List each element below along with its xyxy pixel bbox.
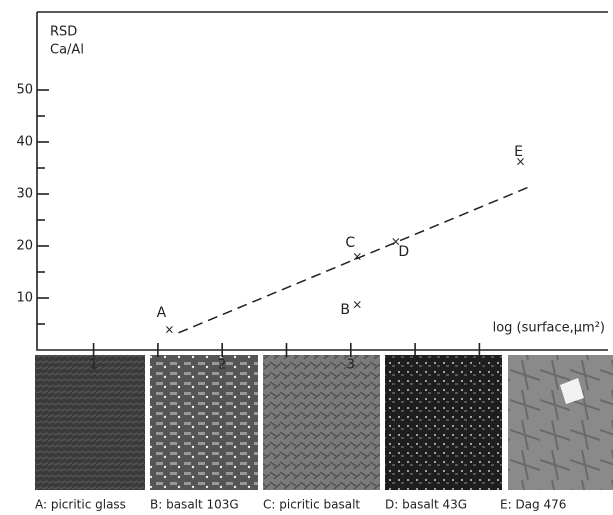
y-label: Ca/Al — [50, 43, 84, 58]
micrograph — [150, 355, 258, 490]
point-label: A — [157, 305, 167, 321]
point-marker: × — [391, 234, 401, 248]
x-tick-label: 3 — [347, 358, 355, 373]
axes-frame — [36, 11, 608, 351]
y-tick-label: 30 — [16, 187, 33, 202]
y-tick-label: 50 — [16, 83, 33, 98]
y-tick-label: 20 — [16, 239, 33, 254]
micrograph — [385, 355, 502, 490]
caption: A: picritic glass — [35, 498, 126, 512]
point-marker: × — [352, 249, 362, 263]
caption: C: picritic basalt — [263, 498, 360, 512]
micrograph — [35, 355, 145, 490]
caption: B: basalt 103G — [150, 498, 239, 512]
caption: D: basalt 43G — [385, 498, 467, 512]
micrograph — [263, 355, 380, 490]
x-tick-label: 2 — [218, 358, 226, 373]
micrograph — [508, 355, 613, 490]
point-label: C — [345, 235, 355, 251]
x-tick-label: 4 — [475, 358, 483, 373]
x-tick-label: 1 — [89, 358, 97, 373]
micrograph-detail — [560, 378, 584, 404]
caption: E: Dag 476 — [500, 498, 566, 512]
point-marker: × — [164, 323, 174, 337]
point-label: E — [514, 144, 523, 160]
point-marker: × — [352, 297, 362, 311]
x-label: log (surface,μm²) — [493, 321, 605, 336]
point-marker: × — [516, 154, 526, 168]
micrographs — [35, 355, 613, 490]
y-label: RSD — [50, 25, 77, 40]
y-tick-label: 40 — [16, 135, 33, 150]
point-label: D — [398, 244, 409, 260]
y-tick-label: 10 — [16, 291, 33, 306]
point-label: B — [340, 302, 350, 318]
